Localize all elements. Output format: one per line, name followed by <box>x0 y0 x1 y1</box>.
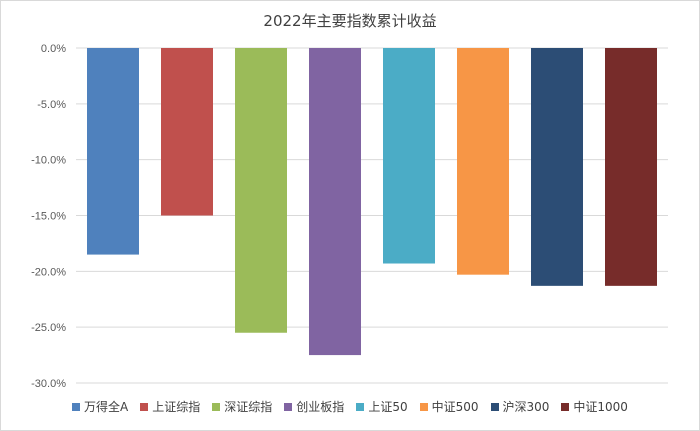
y-tick-label: -30.0% <box>31 378 66 390</box>
y-tick-label: -5.0% <box>37 99 66 111</box>
legend-swatch <box>490 402 499 411</box>
legend-label: 上证综指 <box>152 400 201 414</box>
legend-label: 中证1000 <box>573 400 628 414</box>
legend-item: 万得全A <box>72 398 128 415</box>
legend-label: 上证50 <box>368 400 408 414</box>
legend-item: 中证1000 <box>561 398 628 415</box>
bar-5 <box>383 48 435 264</box>
legend-swatch <box>561 402 570 411</box>
legend-label: 中证500 <box>431 400 479 414</box>
legend-item: 沪深300 <box>490 398 550 415</box>
legend-label: 深证综指 <box>224 400 273 414</box>
legend-label: 沪深300 <box>502 400 550 414</box>
y-tick-label: -25.0% <box>31 322 66 334</box>
bar-6 <box>457 48 509 275</box>
legend-item: 上证50 <box>356 398 408 415</box>
bar-4 <box>309 48 361 356</box>
legend-item: 中证500 <box>419 398 479 415</box>
y-tick-label: 0.0% <box>41 43 66 55</box>
legend-swatch <box>212 402 221 411</box>
bar-3 <box>235 48 287 333</box>
legend-label: 创业板指 <box>296 400 345 414</box>
legend-swatch <box>419 402 428 411</box>
legend-swatch <box>72 402 81 411</box>
bar-1 <box>87 48 139 255</box>
y-tick-label: -20.0% <box>31 266 66 278</box>
legend-swatch <box>356 402 365 411</box>
legend-item: 深证综指 <box>212 398 272 415</box>
bar-2 <box>161 48 213 216</box>
legend-item: 创业板指 <box>284 398 344 415</box>
chart-title: 2022年主要指数累计收益 <box>263 12 437 30</box>
legend-swatch <box>284 402 293 411</box>
legend-item: 上证综指 <box>140 398 200 415</box>
y-tick-label: -15.0% <box>31 211 66 223</box>
bar-7 <box>531 48 583 286</box>
legend-swatch <box>140 402 149 411</box>
legend-label: 万得全A <box>84 400 129 414</box>
bar-8 <box>605 48 657 286</box>
legend: 万得全A 上证综指 深证综指 创业板指 上证50 中证500 沪深300 中证1000 <box>0 398 700 415</box>
y-tick-label: -10.0% <box>31 155 66 167</box>
